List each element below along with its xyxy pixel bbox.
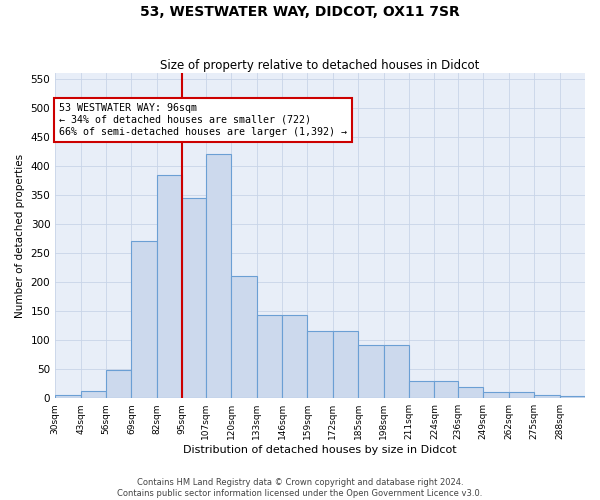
- Bar: [307, 332, 333, 398]
- Bar: [157, 174, 182, 398]
- Bar: [409, 381, 434, 398]
- Bar: [383, 346, 409, 398]
- Bar: [484, 392, 509, 398]
- Bar: [257, 315, 282, 398]
- Text: 53 WESTWATER WAY: 96sqm
← 34% of detached houses are smaller (722)
66% of semi-d: 53 WESTWATER WAY: 96sqm ← 34% of detache…: [59, 104, 347, 136]
- Bar: [55, 396, 80, 398]
- Bar: [434, 381, 458, 398]
- X-axis label: Distribution of detached houses by size in Didcot: Distribution of detached houses by size …: [183, 445, 457, 455]
- Bar: [560, 396, 585, 398]
- Text: Contains HM Land Registry data © Crown copyright and database right 2024.
Contai: Contains HM Land Registry data © Crown c…: [118, 478, 482, 498]
- Y-axis label: Number of detached properties: Number of detached properties: [15, 154, 25, 318]
- Bar: [182, 198, 206, 398]
- Bar: [282, 315, 307, 398]
- Title: Size of property relative to detached houses in Didcot: Size of property relative to detached ho…: [160, 59, 480, 72]
- Bar: [458, 387, 484, 398]
- Bar: [131, 242, 157, 398]
- Bar: [106, 370, 131, 398]
- Text: 53, WESTWATER WAY, DIDCOT, OX11 7SR: 53, WESTWATER WAY, DIDCOT, OX11 7SR: [140, 5, 460, 19]
- Bar: [358, 346, 383, 398]
- Bar: [333, 332, 358, 398]
- Bar: [534, 396, 560, 398]
- Bar: [80, 391, 106, 398]
- Bar: [509, 392, 534, 398]
- Bar: [231, 276, 257, 398]
- Bar: [206, 154, 231, 398]
